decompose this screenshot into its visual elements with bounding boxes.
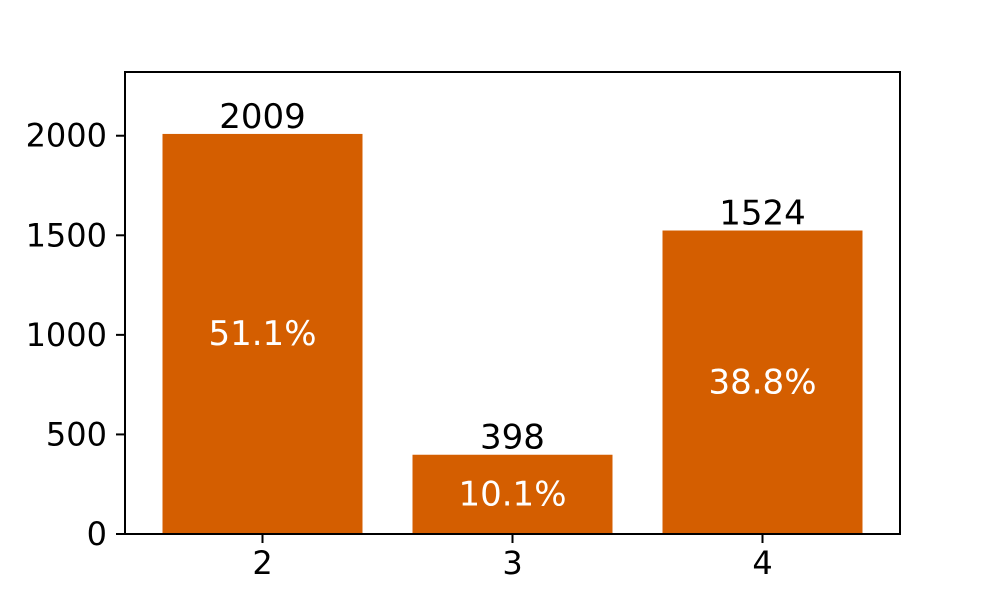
bar-value-label: 398 (480, 418, 545, 458)
plot-frame (124, 71, 901, 535)
x-tick-label: 4 (752, 544, 772, 582)
bar-percent-label: 10.1% (458, 474, 566, 514)
bars (162, 133, 863, 535)
bar-4 (662, 230, 863, 534)
bar-2 (162, 133, 363, 535)
bar-percent-label: 51.1% (208, 314, 316, 354)
x-tick-label: 3 (502, 544, 522, 582)
y-tick-label: 0 (87, 515, 107, 553)
data-labels: 2009 51.1% 398 10.1% 1524 38.8% (208, 97, 816, 514)
bar-value-label: 2009 (219, 97, 306, 137)
y-tick-label: 1000 (26, 316, 107, 354)
y-tick-label: 1500 (26, 216, 107, 254)
y-tick-label: 500 (46, 415, 107, 453)
bar-value-label: 1524 (719, 194, 806, 234)
x-tick-label: 2 (252, 544, 272, 582)
x-axis: 2 3 4 (252, 534, 773, 582)
bar-percent-label: 38.8% (708, 362, 816, 402)
bar-3 (412, 454, 613, 534)
y-tick-label: 2000 (26, 117, 107, 155)
y-axis: 0 500 1000 1500 2000 (26, 117, 125, 553)
